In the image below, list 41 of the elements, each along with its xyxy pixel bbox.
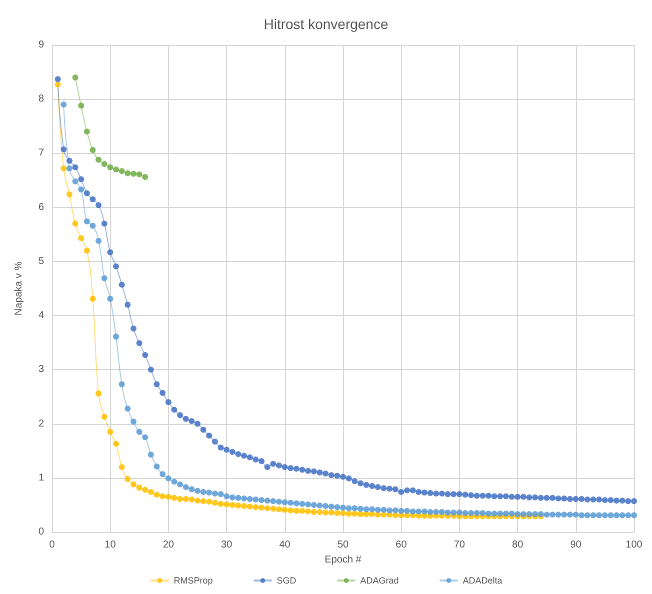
point [136, 171, 142, 178]
y-tick-label: 1 [38, 472, 44, 484]
point [84, 128, 90, 135]
x-tick-label: 60 [396, 540, 408, 550]
point [124, 170, 131, 176]
x-tick-label: 70 [454, 540, 466, 550]
x-tick-label: 50 [337, 540, 349, 550]
y-tick-label: 3 [38, 364, 44, 376]
y-tick-label: 9 [38, 40, 44, 50]
y-tick-label: 7 [38, 148, 44, 159]
y-tick-label: 2 [38, 418, 44, 430]
point [96, 156, 102, 163]
chart-title: Hitrost konvergence [264, 16, 388, 32]
y-tick-label: 4 [38, 310, 44, 322]
legend-label: SGD [276, 576, 297, 586]
point [101, 161, 108, 168]
legend-label: ADAGrad [360, 576, 399, 586]
x-tick-label: 20 [162, 540, 174, 550]
y-tick-label: 6 [38, 202, 44, 213]
x-axis-title: Epoch # [324, 554, 362, 566]
y-axis-title: Napaka v % [14, 261, 24, 316]
point [72, 74, 78, 80]
x-tick-label: 0 [49, 540, 56, 550]
point [130, 170, 136, 177]
y-tick-label: 0 [38, 526, 44, 538]
x-tick-label: 40 [279, 540, 291, 550]
x-tick-label: 90 [570, 540, 582, 550]
y-tick-label: 5 [38, 256, 44, 267]
y-tick-label: 8 [38, 94, 44, 105]
point [113, 166, 120, 172]
point [90, 146, 96, 153]
point [78, 102, 84, 109]
x-tick-label: 10 [104, 540, 116, 550]
x-tick-label: 30 [221, 540, 233, 550]
x-tick-label: 100 [626, 540, 643, 550]
x-tick-label: 80 [512, 540, 524, 550]
legend-label: RMSProp [174, 576, 213, 586]
point [118, 168, 125, 174]
point [107, 164, 114, 170]
legend-label: ADADelta [462, 576, 502, 586]
point [142, 174, 148, 180]
